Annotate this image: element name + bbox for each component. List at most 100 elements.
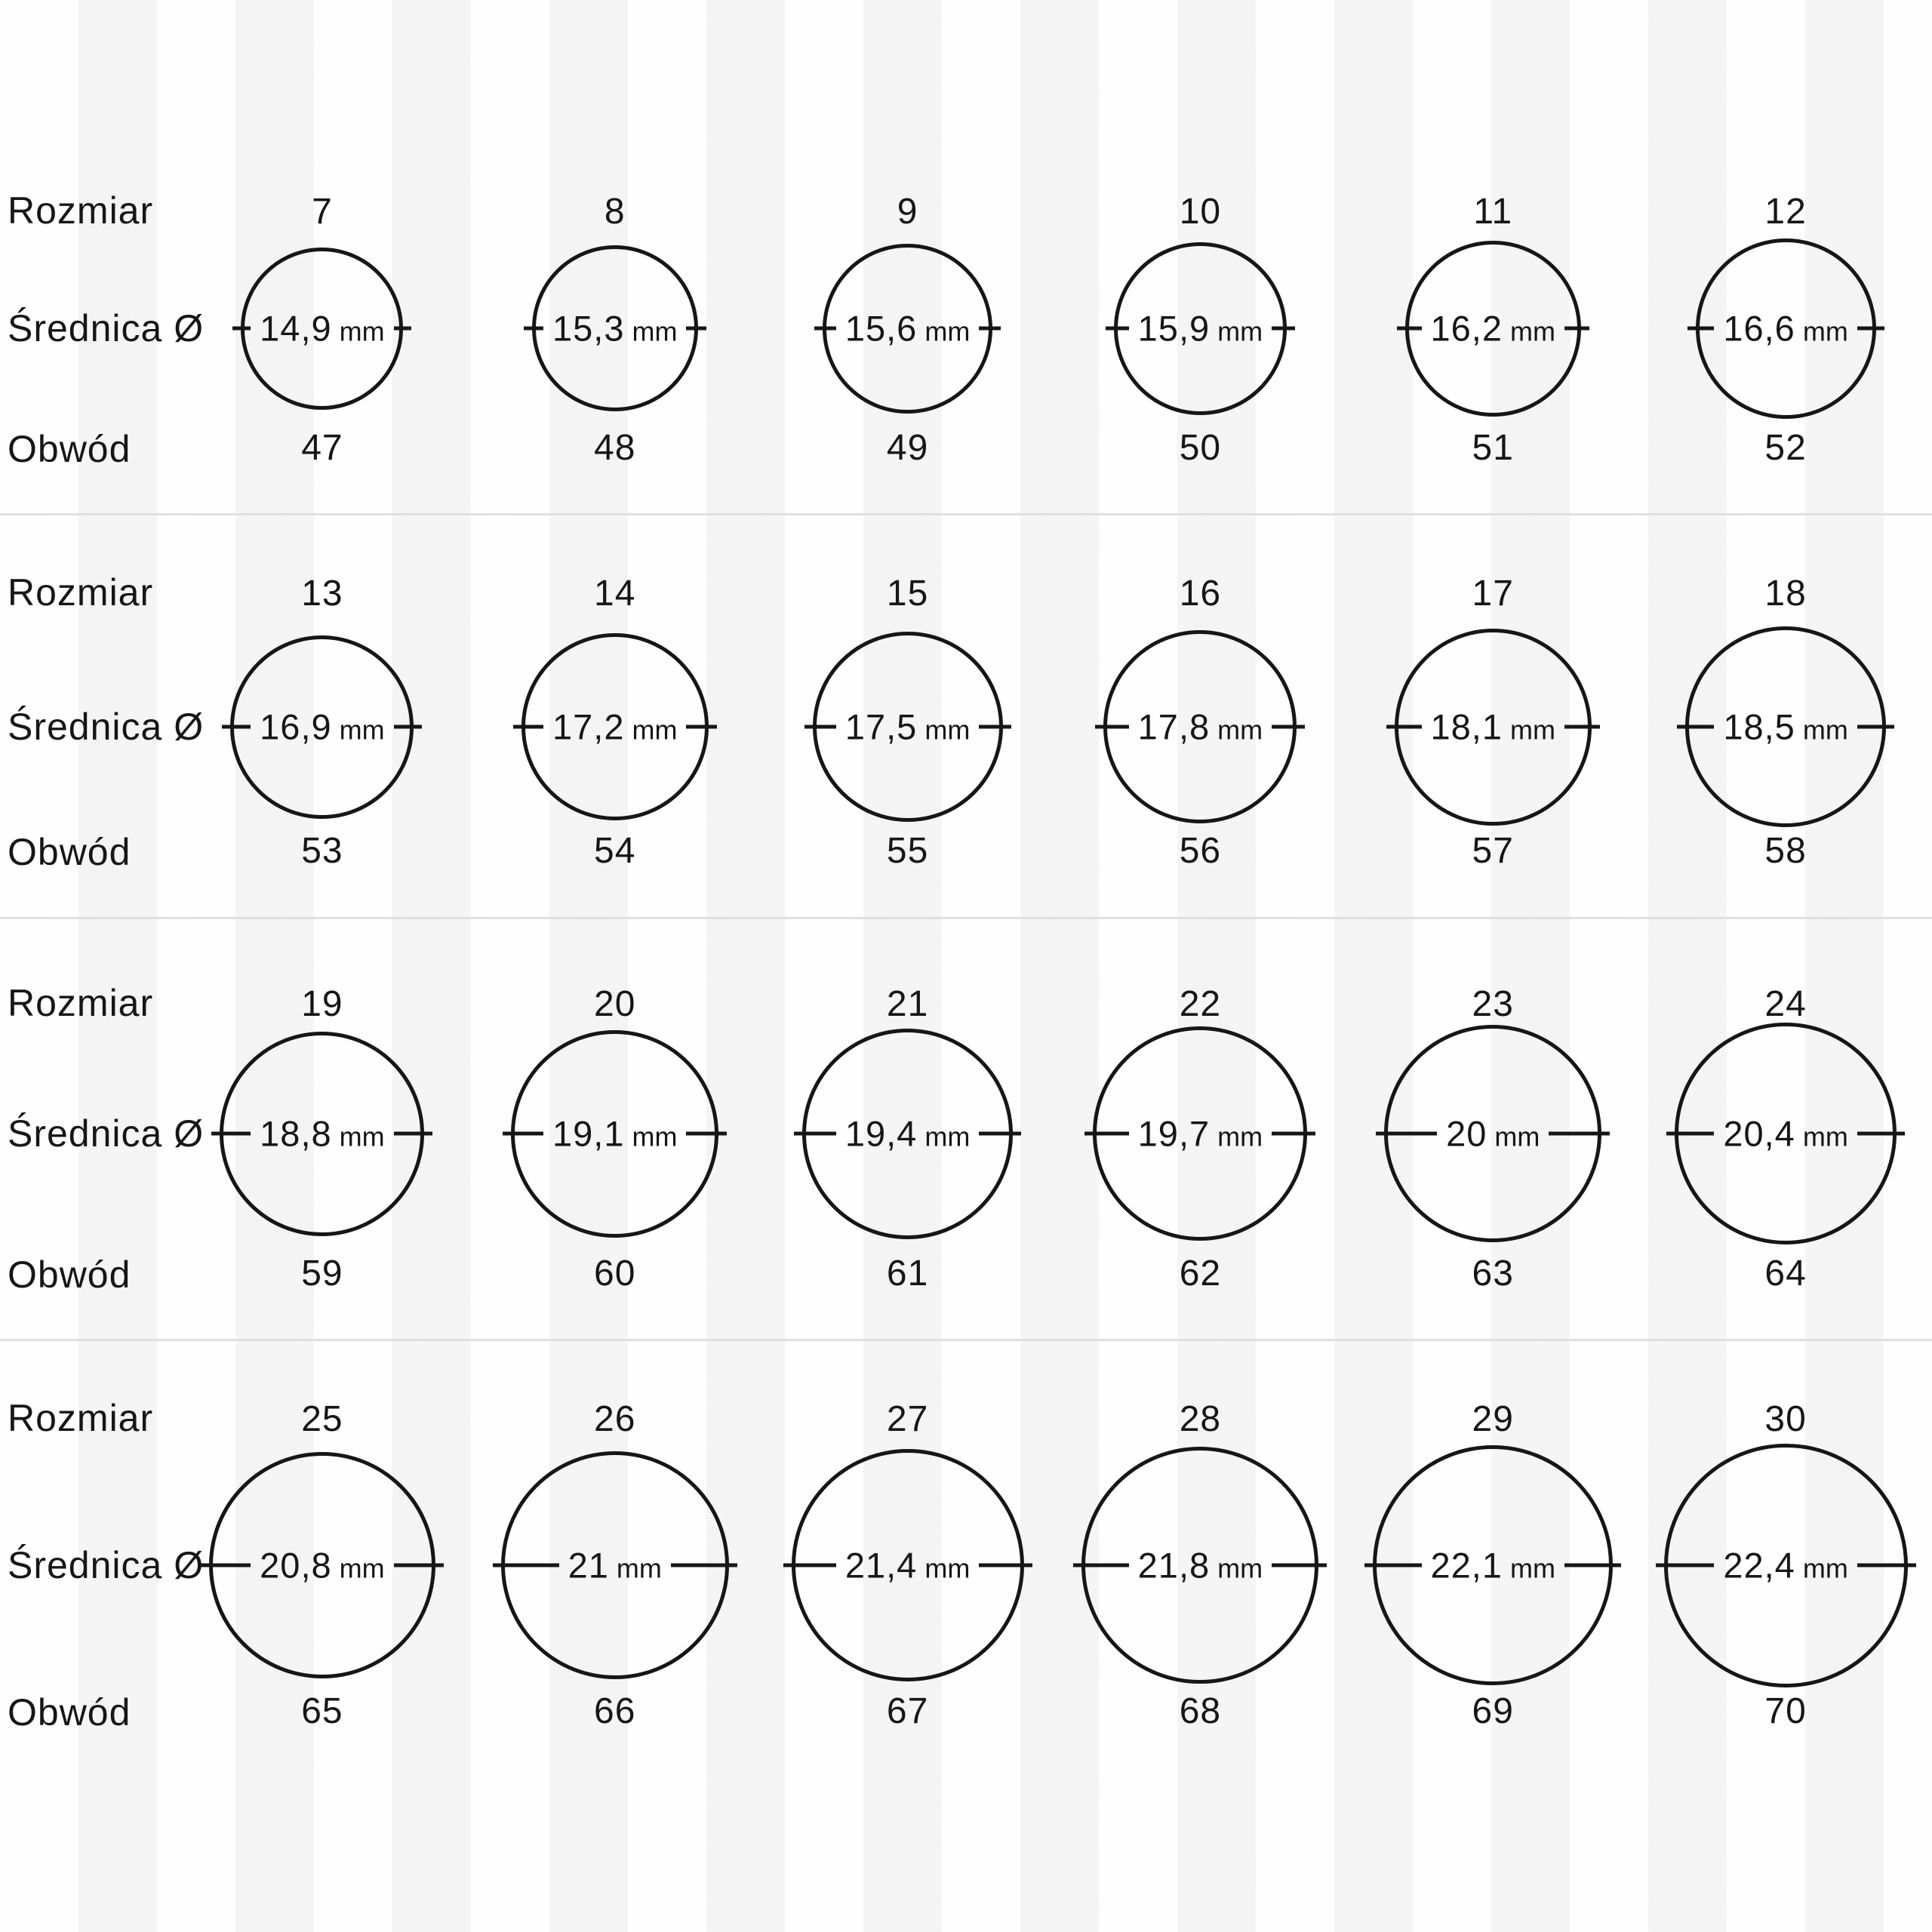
diameter-line-right (1564, 1563, 1622, 1567)
size-row-2: Rozmiar Średnica Ø Obwód 13 16,9 mm 53 14 17,… (0, 515, 1932, 919)
ring-circle-zone: 21,8 mm (1054, 1447, 1347, 1684)
circumference-value: 69 (1472, 1691, 1514, 1731)
diameter-value: 19,1 (552, 1113, 625, 1154)
diameter-unit: mm (339, 1552, 385, 1584)
ring-circle: 20,4 mm (1666, 1023, 1906, 1244)
diameter-value: 14,9 (260, 308, 332, 349)
ring-circle: 16,9 mm (222, 635, 423, 819)
diameter-unit: mm (1802, 315, 1848, 347)
diameter-unit: mm (1509, 714, 1555, 746)
circumference-value: 64 (1764, 1254, 1807, 1294)
ring-circle: 18,8 mm (211, 1031, 433, 1236)
diameter-line: 20,4 mm (1666, 1113, 1906, 1155)
diameter-unit: mm (1802, 1121, 1848, 1152)
diameter-label: 19,7 mm (1138, 1113, 1263, 1155)
size-value: 25 (301, 1399, 343, 1439)
diameter-line-right (1857, 724, 1895, 729)
diameter-unit: mm (924, 315, 971, 347)
diameter-line-right (1272, 326, 1295, 331)
diameter-value: 16,6 (1723, 308, 1795, 349)
ring-circle-zone: 16,9 mm (176, 635, 469, 819)
ring-circle: 16,2 mm (1396, 240, 1589, 417)
diameter-line-left (1364, 1563, 1422, 1567)
size-value: 13 (301, 574, 343, 614)
diameter-line: 20,8 mm (200, 1545, 444, 1586)
size-value: 16 (1179, 574, 1222, 614)
diameter-line-right (979, 724, 1011, 729)
ring-size-cell: 30 22,4 mm 70 (1639, 1341, 1932, 1932)
ring-size-cell: 22 19,7 mm 62 (1054, 919, 1347, 1339)
circumference-value: 70 (1764, 1691, 1807, 1731)
diameter-unit: mm (616, 1552, 662, 1584)
row-label-circumference: Obwód (8, 428, 131, 470)
diameter-unit: mm (1802, 714, 1848, 746)
diameter-line-left (1666, 1131, 1715, 1136)
ring-size-cell: 28 21,8 mm 68 (1054, 1341, 1347, 1932)
ring-circle-zone: 17,8 mm (1054, 630, 1347, 823)
ring-circle-zone: 14,9 mm (176, 234, 469, 423)
diameter-label: 19,1 mm (552, 1113, 677, 1155)
ring-size-cell: 17 18,1 mm 57 (1346, 515, 1639, 917)
ring-size-cell: 21 19,4 mm 61 (761, 919, 1054, 1339)
ring-circle-zone: 20,8 mm (176, 1452, 469, 1678)
diameter-line: 16,6 mm (1687, 308, 1884, 349)
diameter-label: 22,4 mm (1723, 1545, 1847, 1586)
diameter-value: 20,8 (260, 1545, 332, 1586)
circumference-value: 63 (1472, 1254, 1514, 1294)
diameter-unit: mm (1802, 1552, 1848, 1584)
diameter-line-left (200, 1563, 251, 1567)
ring-circle-zone: 20 mm (1346, 1025, 1639, 1242)
ring-circle-zone: 20,4 mm (1639, 1023, 1932, 1244)
diameter-value: 15,9 (1137, 308, 1211, 349)
diameter-unit: mm (339, 1121, 385, 1152)
diameter-label: 16,2 mm (1431, 308, 1555, 349)
diameter-line: 17,2 mm (512, 706, 717, 748)
ring-circle-zone: 19,7 mm (1054, 1026, 1347, 1241)
diameter-line-right (1857, 1131, 1906, 1136)
circumference-value: 54 (594, 831, 636, 871)
ring-circle-zone: 18,1 mm (1346, 628, 1639, 826)
diameter-unit: mm (1509, 315, 1555, 347)
diameter-line-right (393, 1131, 433, 1136)
diameter-label: 15,9 mm (1138, 308, 1263, 349)
ring-circle: 17,8 mm (1095, 630, 1306, 823)
diameter-line-left (814, 326, 836, 331)
diameter-line-left (523, 326, 543, 331)
diameter-line-right (1564, 724, 1600, 729)
size-value: 23 (1472, 984, 1514, 1024)
ring-circle-zone: 22,4 mm (1639, 1443, 1932, 1687)
diameter-label: 19,4 mm (845, 1113, 970, 1155)
diameter-value: 15,3 (552, 308, 625, 349)
size-value: 12 (1764, 192, 1807, 232)
ring-size-cell: 10 15,9 mm 50 (1054, 0, 1347, 513)
diameter-line-left (492, 1563, 559, 1567)
diameter-unit: mm (1217, 714, 1263, 746)
ring-circle: 21,8 mm (1073, 1447, 1327, 1684)
diameter-value: 20 (1446, 1113, 1487, 1154)
diameter-value: 22,4 (1723, 1545, 1795, 1586)
diameter-line-left (1677, 724, 1715, 729)
ring-size-cell: 26 21 mm 66 (469, 1341, 761, 1932)
ring-circle-zone: 18,8 mm (176, 1031, 469, 1236)
ring-circle: 19,7 mm (1084, 1026, 1316, 1241)
circumference-value: 50 (1179, 428, 1222, 468)
diameter-line-right (686, 326, 706, 331)
diameter-value: 18,5 (1723, 706, 1795, 747)
ring-size-cell: 23 20 mm 63 (1346, 919, 1639, 1339)
diameter-line: 17,5 mm (804, 706, 1011, 748)
diameter-value: 16,9 (260, 706, 332, 747)
circumference-value: 66 (594, 1691, 636, 1731)
size-value: 20 (594, 984, 636, 1024)
diameter-label: 16,9 mm (260, 706, 384, 748)
ring-circle-zone: 15,9 mm (1054, 234, 1347, 423)
size-value: 22 (1179, 984, 1222, 1024)
ring-size-cell: 11 16,2 mm 51 (1346, 0, 1639, 513)
ring-circle-zone: 19,4 mm (761, 1028, 1054, 1239)
diameter-line-left (1105, 326, 1129, 331)
circumference-value: 49 (886, 428, 929, 468)
diameter-unit: mm (1217, 1552, 1263, 1584)
diameter-line-left (1095, 724, 1129, 729)
diameter-line-right (979, 1131, 1022, 1136)
diameter-line: 15,3 mm (523, 308, 706, 349)
diameter-line-left (783, 1563, 836, 1567)
